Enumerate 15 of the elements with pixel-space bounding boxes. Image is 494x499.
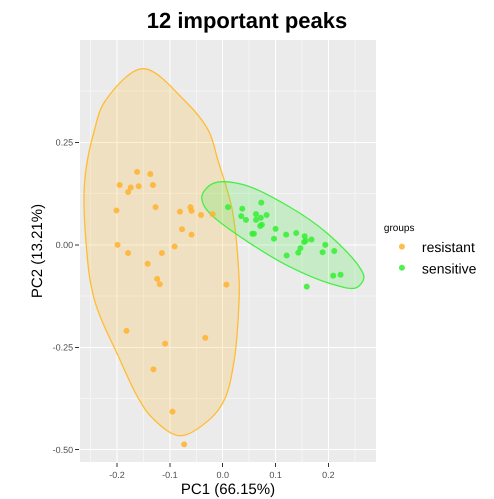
y-tick-label: 0.00 <box>56 240 74 250</box>
chart-title: 12 important peaks <box>146 8 348 33</box>
x-axis-title: PC1 (66.15%) <box>180 480 276 498</box>
y-tick-label: -0.50 <box>52 444 74 455</box>
legend-label: sensitive <box>422 260 477 276</box>
legend-label: resistant <box>422 239 475 256</box>
y-tick-label: 0.25 <box>56 138 74 148</box>
x-tick-label: 0.0 <box>216 470 229 480</box>
legend-title: groups <box>384 223 414 234</box>
y-tick-label: -0.25 <box>52 342 74 352</box>
x-tick-label: 0.2 <box>322 470 335 480</box>
x-tick-label: 0.1 <box>269 470 282 480</box>
x-tick-label: -0.1 <box>162 470 178 480</box>
y-axis-title: PC2 (13.21%) <box>28 204 46 298</box>
x-tick-label: -0.2 <box>109 470 125 480</box>
